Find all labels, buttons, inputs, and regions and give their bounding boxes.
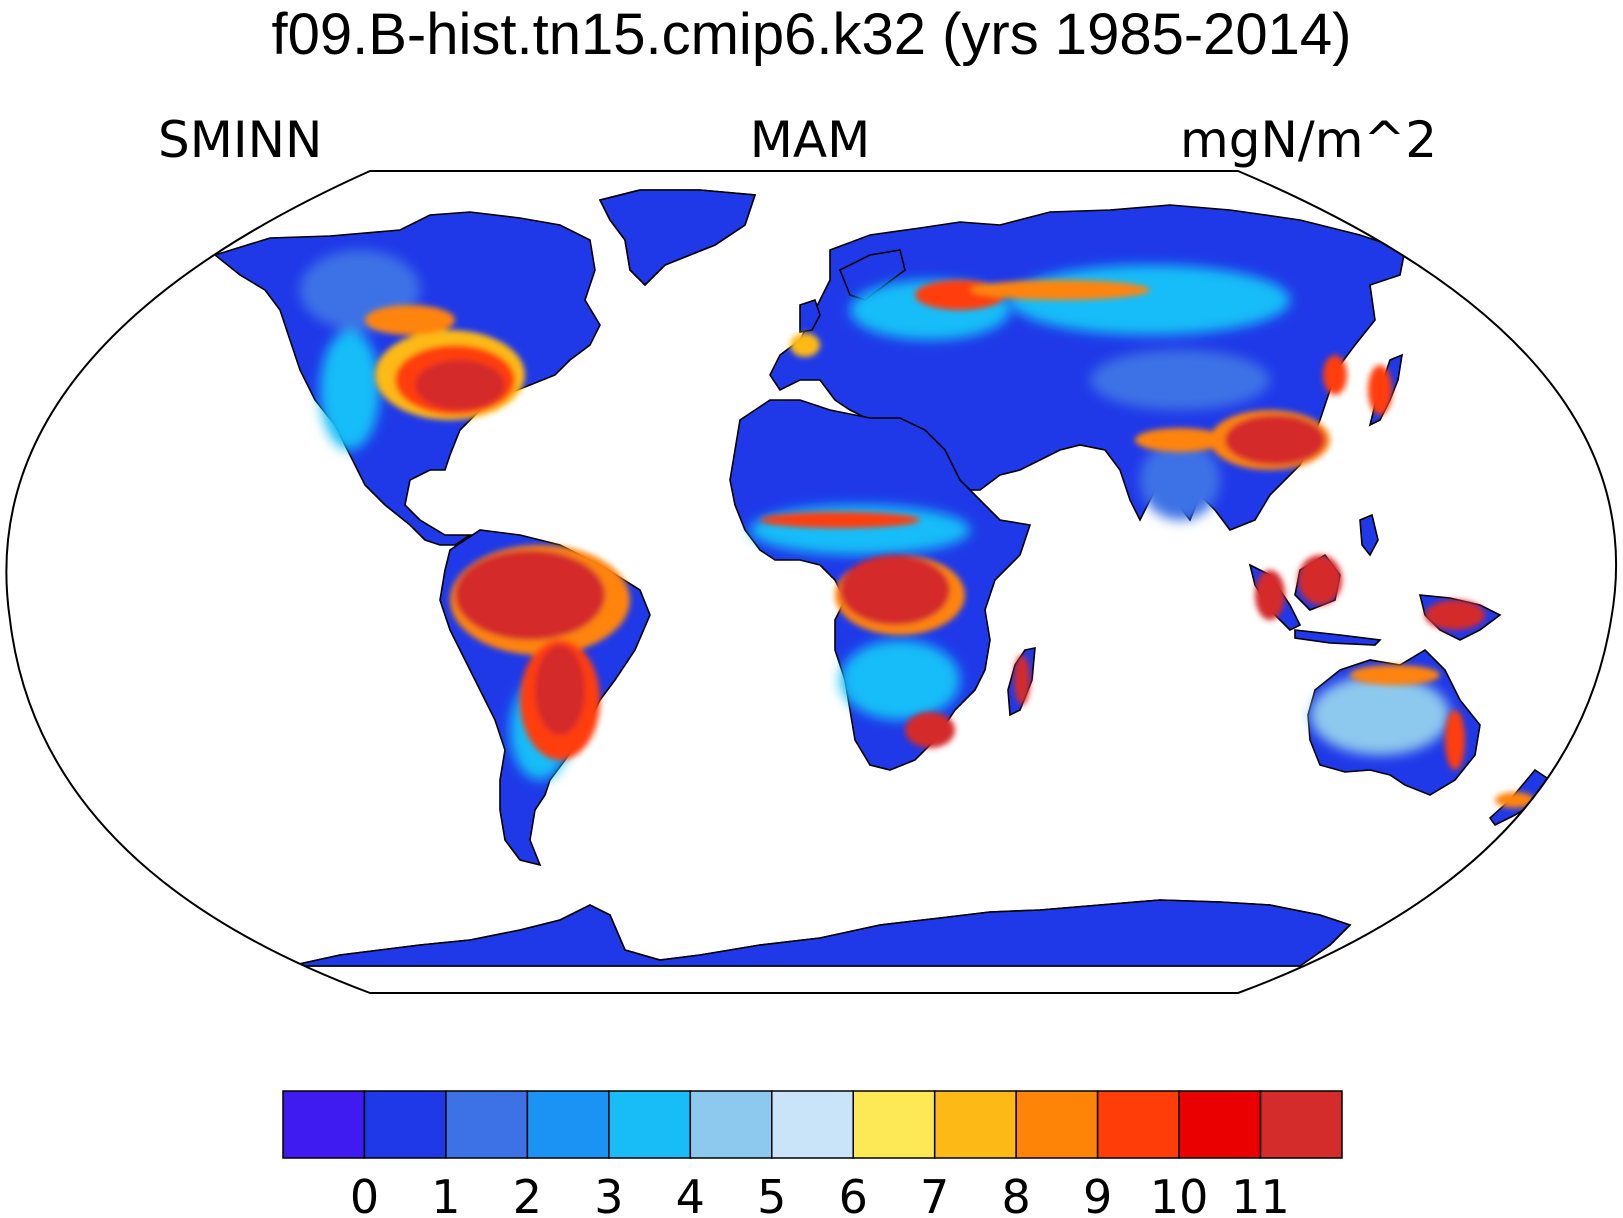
colorbar-tick-label: 1 <box>431 1170 460 1218</box>
colorbar-tick-label: 6 <box>839 1170 868 1218</box>
colorbar-swatch <box>1178 1090 1262 1159</box>
colorbar-tick-label: 0 <box>350 1170 379 1218</box>
colorbar-tick-label: 4 <box>676 1170 705 1218</box>
colorbar: 0 1 2 3 4 5 6 7 8 9 10 11 <box>282 1090 1343 1218</box>
colorbar-tick-label: 3 <box>594 1170 623 1218</box>
antarctica-overlay <box>289 899 1352 967</box>
field-warm <box>365 280 1535 808</box>
colorbar-tick-label: 8 <box>1002 1170 1031 1218</box>
colorbar-tick-label: 11 <box>1231 1170 1290 1218</box>
land-java <box>1294 629 1382 646</box>
units-label: mgN/m^2 <box>1180 111 1438 169</box>
colorbar-swatch <box>608 1090 692 1159</box>
colorbar-tick-label: 2 <box>513 1170 542 1218</box>
colorbar-tick-label: 5 <box>757 1170 786 1218</box>
colorbar-swatch <box>1015 1090 1099 1159</box>
colorbar-swatch <box>445 1090 529 1159</box>
colorbar-tick-label: 7 <box>920 1170 949 1218</box>
land-scandinavia <box>838 249 906 301</box>
land-philippines <box>1359 513 1379 557</box>
colorbar-swatch <box>1259 1090 1343 1159</box>
map-frame <box>5 170 1618 994</box>
greenland-overlay <box>598 189 757 287</box>
colorbar-swatch <box>933 1090 1017 1159</box>
colorbar-swatch <box>771 1090 854 1159</box>
colorbar-swatch <box>1096 1090 1180 1159</box>
colorbar-swatch <box>526 1090 610 1159</box>
colorbar-swatch <box>363 1090 447 1159</box>
plot-title: f09.B-hist.tn15.cmip6.k32 (yrs 1985-2014… <box>271 2 1352 67</box>
colorbar-swatch <box>852 1090 936 1159</box>
variable-label: SMINN <box>158 111 323 169</box>
map-data-layer <box>213 189 1552 967</box>
season-label: MAM <box>749 111 871 169</box>
colorbar-swatch <box>282 1090 366 1159</box>
colorbar-swatch <box>689 1090 773 1159</box>
colorbar-tick-label: 9 <box>1083 1170 1112 1218</box>
land-uk <box>799 298 821 333</box>
colorbar-tick-label: 10 <box>1150 1170 1209 1218</box>
